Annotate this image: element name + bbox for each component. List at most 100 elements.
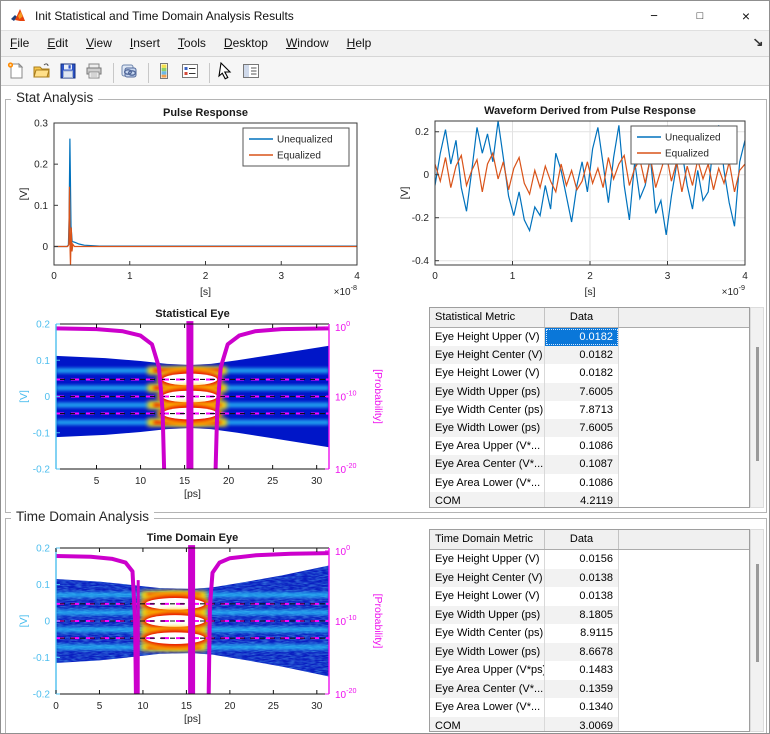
data-cell[interactable]: 8.1805 xyxy=(545,605,619,624)
table-row: COM 3.0069 xyxy=(430,716,749,731)
open-file-icon[interactable] xyxy=(31,59,57,87)
metric-cell[interactable]: Eye Area Center (V*... xyxy=(430,679,545,698)
metric-cell[interactable]: Eye Area Lower (V*... xyxy=(430,698,545,717)
metric-cell[interactable]: Eye Height Center (V) xyxy=(430,346,545,365)
minimize-button[interactable]: − xyxy=(650,8,658,23)
menu-item-file[interactable]: File xyxy=(10,36,30,50)
metric-cell[interactable]: Eye Height Upper (V) xyxy=(430,328,545,347)
property-inspector-icon[interactable] xyxy=(240,59,266,87)
metric-cell[interactable]: Eye Height Lower (V) xyxy=(430,587,545,606)
data-cell[interactable]: 8.9115 xyxy=(545,624,619,643)
probability-axis-label: [Probability] xyxy=(372,594,384,649)
close-button[interactable]: × xyxy=(741,8,751,24)
data-cell[interactable]: 0.1087 xyxy=(545,455,619,474)
metric-cell[interactable]: Eye Height Upper (V) xyxy=(430,550,545,569)
figure-area: Stat Analysis Time Domain Analysis 0 1 2 3 4… xyxy=(1,86,769,733)
bathtub-curves xyxy=(56,545,329,694)
edit-plot-icon[interactable] xyxy=(214,59,240,87)
metric-cell[interactable]: Eye Height Lower (V) xyxy=(430,364,545,383)
stat-analysis-panel: Stat Analysis xyxy=(5,90,767,513)
x-tick-label: 30 xyxy=(311,476,323,487)
data-cell[interactable]: 0.1359 xyxy=(545,679,619,698)
metric-cell[interactable]: Eye Height Center (V) xyxy=(430,568,545,587)
data-cell[interactable]: 0.0182 xyxy=(545,346,619,365)
x-axis-label: [ps] xyxy=(184,488,201,500)
metric-cell[interactable]: Eye Area Center (V*... xyxy=(430,455,545,474)
data-cell[interactable]: 8.6678 xyxy=(545,642,619,661)
menu-item-edit[interactable]: Edit xyxy=(47,36,69,50)
table-row: Eye Area Upper (V*... 0.1086 xyxy=(430,437,749,456)
metric-cell[interactable]: Eye Width Upper (ps) xyxy=(430,605,545,624)
column-header: Statistical Metric xyxy=(430,308,545,327)
data-cell[interactable]: 7.6005 xyxy=(545,418,619,438)
statistical-eye-chart[interactable]: 5 10 15 20 25 30 0.2 0.1 0 -0.1 -0.2 100 10-10 10-20 S… xyxy=(9,304,431,509)
data-cell[interactable]: 4.2119 xyxy=(545,491,619,507)
metric-cell[interactable]: COM xyxy=(430,716,545,731)
metric-cell[interactable]: Eye Width Center (ps) xyxy=(430,400,545,419)
y-axis-label: [V] xyxy=(399,187,411,200)
x-tick-label: 20 xyxy=(224,701,236,712)
menu-item-view[interactable]: View xyxy=(86,36,112,50)
legend[interactable]: Unequalized Equalized xyxy=(630,125,738,165)
dock-figure-icon[interactable]: ↘ xyxy=(752,35,764,49)
x-tick-label: 3 xyxy=(665,271,671,282)
y-tick-label: 0.1 xyxy=(34,201,48,212)
metric-cell[interactable]: Eye Area Upper (V*ps) xyxy=(430,661,545,680)
menu-item-help[interactable]: Help xyxy=(346,36,372,50)
metric-cell[interactable]: Eye Width Lower (ps) xyxy=(430,642,545,661)
menu-item-tools[interactable]: Tools xyxy=(177,36,206,50)
save-figure-icon[interactable] xyxy=(57,59,83,87)
metric-cell[interactable]: Eye Width Upper (ps) xyxy=(430,382,545,401)
insert-colorbar-icon[interactable] xyxy=(153,59,179,87)
metric-cell[interactable]: COM xyxy=(430,491,545,507)
x-tick-label: 5 xyxy=(97,701,103,712)
legend[interactable]: Unequalized Equalized xyxy=(242,127,350,167)
td-table-scrollbar[interactable] xyxy=(750,529,764,732)
data-cell[interactable]: 3.0069 xyxy=(545,716,619,731)
maximize-button[interactable]: □ xyxy=(696,10,704,22)
column-header: Data xyxy=(545,308,619,327)
metric-cell[interactable]: Eye Width Lower (ps) xyxy=(430,418,545,438)
new-figure-icon[interactable] xyxy=(5,59,31,87)
metric-cell[interactable]: Eye Width Center (ps) xyxy=(430,624,545,643)
data-cell[interactable]: 0.1086 xyxy=(545,473,619,492)
metric-cell[interactable]: Eye Area Lower (V*... xyxy=(430,473,545,492)
data-cell[interactable]: 0.1086 xyxy=(545,437,619,456)
menu-item-insert[interactable]: Insert xyxy=(129,36,160,50)
print-figure-icon[interactable] xyxy=(83,59,109,87)
data-cell[interactable]: 7.6005 xyxy=(545,382,619,401)
data-cell[interactable]: 0.0156 xyxy=(545,550,619,569)
y-tick-label: -0.1 xyxy=(33,653,51,664)
data-cell[interactable]: 0.0138 xyxy=(545,587,619,606)
y-axis-label: [V] xyxy=(18,390,30,403)
menu-item-desktop[interactable]: Desktop xyxy=(223,36,268,50)
data-cell[interactable]: 7.8713 xyxy=(545,400,619,419)
toolbar-separator xyxy=(148,63,149,83)
data-cell[interactable]: 0.0138 xyxy=(545,568,619,587)
data-cell[interactable]: 0.1340 xyxy=(545,698,619,717)
time-domain-metric-table: Time Domain Metric Data Eye Height Upper (… xyxy=(429,529,750,732)
column-header: Data xyxy=(545,530,619,549)
pulse-response-chart[interactable]: 0 1 2 3 4 0 0.1 0.2 0.3 Pulse Response [s] [V] ×10-8… xyxy=(11,104,381,302)
y-tick-label: 0.2 xyxy=(34,160,48,171)
y-tick-label: 0.2 xyxy=(36,544,50,555)
x-tick-label: 0 xyxy=(51,271,57,282)
x-tick-label: 20 xyxy=(223,476,235,487)
waveform-chart[interactable]: 0 1 2 3 4 0.2 0 -0.2 -0.4 Waveform Derived from P… xyxy=(395,104,769,302)
insert-legend-icon[interactable] xyxy=(179,59,205,87)
chart-title: Waveform Derived from Pulse Response xyxy=(484,105,696,117)
time-domain-eye-chart[interactable]: 0 5 10 15 20 25 30 0.2 0.1 0 -0.1 -0.2 100 10-10 10-20… xyxy=(9,529,431,733)
chart-title: Time Domain Eye xyxy=(147,532,239,544)
menu-item-window[interactable]: Window xyxy=(285,36,329,50)
data-cell[interactable]: 0.1483 xyxy=(545,661,619,680)
scrollbar-thumb[interactable] xyxy=(756,347,759,461)
probability-tick-label: 10-10 xyxy=(335,389,357,404)
scrollbar-thumb[interactable] xyxy=(756,564,759,662)
data-cell[interactable]: 0.0182 xyxy=(545,328,619,347)
stat-table-scrollbar[interactable] xyxy=(750,307,764,508)
link-plot-icon[interactable] xyxy=(118,59,144,87)
metric-cell[interactable]: Eye Area Upper (V*... xyxy=(430,437,545,456)
window-title: Init Statistical and Time Domain Analysi… xyxy=(35,9,294,23)
data-cell[interactable]: 0.0182 xyxy=(545,364,619,383)
